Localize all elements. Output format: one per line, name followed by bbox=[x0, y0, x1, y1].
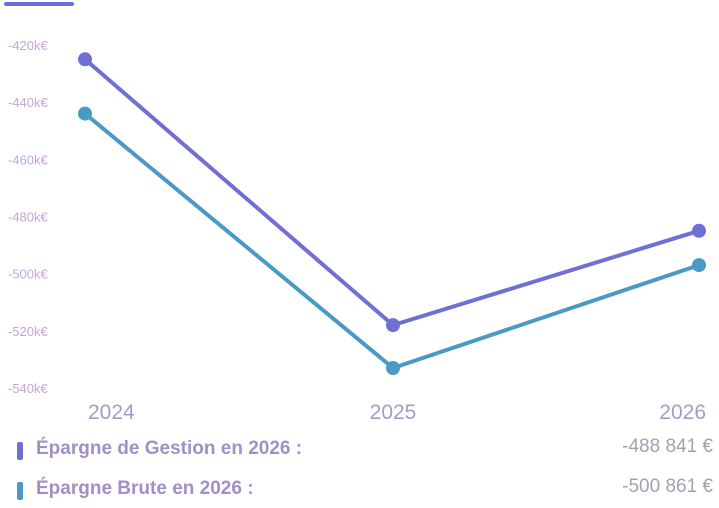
y-tick-label: -540k€ bbox=[8, 381, 49, 396]
legend-swatch-brute bbox=[17, 482, 23, 500]
data-point bbox=[692, 223, 706, 238]
y-tick-label: -500k€ bbox=[8, 267, 49, 282]
legend-label-brute: Épargne Brute en 2026 : bbox=[36, 478, 254, 499]
legend-swatch-gestion bbox=[17, 442, 23, 460]
legend-value-brute: -500 861 € bbox=[622, 476, 713, 497]
x-tick-label: 2024 bbox=[88, 401, 135, 424]
data-point bbox=[386, 318, 400, 333]
data-point bbox=[386, 360, 400, 375]
chart-svg: -420k€ -440k€ -460k€ -480k€ -500k€ -520k€ -540… bbox=[8, 38, 706, 424]
y-tick-label: -460k€ bbox=[8, 152, 49, 167]
data-point bbox=[78, 106, 92, 121]
data-point bbox=[692, 258, 706, 273]
x-tick-label: 2026 bbox=[659, 401, 706, 424]
y-tick-label: -480k€ bbox=[8, 210, 49, 225]
y-tick-label: -520k€ bbox=[8, 324, 49, 339]
legend-row-gestion: Épargne de Gestion en 2026 : -488 841 € bbox=[0, 432, 719, 468]
top-accent-bar bbox=[4, 2, 74, 6]
y-tick-label: -420k€ bbox=[8, 38, 49, 53]
y-tick-label: -440k€ bbox=[8, 95, 49, 110]
data-point bbox=[78, 52, 92, 67]
line-chart: -420k€ -440k€ -460k€ -480k€ -500k€ -520k€ -540… bbox=[8, 38, 706, 424]
legend-value-gestion: -488 841 € bbox=[622, 436, 713, 457]
x-tick-label: 2025 bbox=[370, 401, 417, 424]
legend-label-gestion: Épargne de Gestion en 2026 : bbox=[36, 438, 303, 459]
legend-row-brute: Épargne Brute en 2026 : -500 861 € bbox=[0, 472, 719, 508]
